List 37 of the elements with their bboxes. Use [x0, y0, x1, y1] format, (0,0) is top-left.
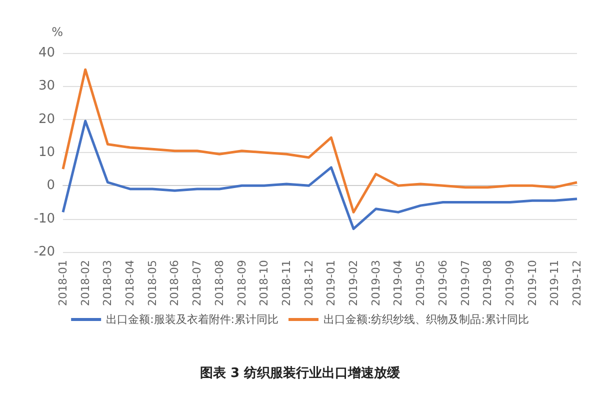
- x-tick-label: 2018-11: [280, 260, 293, 306]
- x-tick-label: 2019-12: [570, 260, 584, 306]
- y-tick-label: 40: [38, 46, 55, 60]
- x-tick-label: 2019-06: [436, 260, 450, 306]
- x-tick-label: 2018-10: [258, 260, 271, 306]
- x-tick-label: 2019-11: [548, 260, 562, 306]
- x-tick-label: 2019-08: [481, 260, 494, 306]
- text: 图表 3 纺织服装行业出口增速放缓: [200, 365, 402, 381]
- x-tick-label: 2019-03: [369, 260, 382, 306]
- x-tick-label: 2018-08: [212, 260, 226, 306]
- legend-label: 出口金额:服装及衣着附件:累计同比: [106, 313, 279, 326]
- x-tick-label: 2019-05: [414, 260, 428, 306]
- x-tick-label: 2018-02: [78, 260, 92, 306]
- line-series: [62, 120, 578, 230]
- x-tick-label: 2019-02: [347, 260, 360, 306]
- x-tick-label: 2019-10: [526, 260, 539, 306]
- x-tick-label: 2018-09: [235, 260, 248, 306]
- x-tick-label: 2018-01: [56, 260, 70, 306]
- y-tick-label: 0: [46, 178, 55, 194]
- x-tick-label: 2019-09: [503, 260, 516, 306]
- y-tick-label: -20: [34, 244, 55, 260]
- y-tick-label: 20: [38, 112, 55, 127]
- y-tick-label: 10: [38, 145, 55, 160]
- x-tick-label: 2018-05: [146, 260, 159, 306]
- x-tick-label: 2019-07: [458, 260, 472, 306]
- x-tick-label: 2018-04: [124, 260, 137, 306]
- y-tick-label: -10: [34, 211, 55, 226]
- x-tick-label: 2018-07: [190, 260, 204, 306]
- x-tick-label: 2019-01: [324, 260, 338, 306]
- y-axis-title: %: [52, 25, 63, 39]
- line-series: [62, 68, 578, 214]
- legend-label: 出口金额:纺织纱线、织物及制品:累计同比: [324, 313, 529, 326]
- x-tick-label: 2019-04: [392, 260, 405, 306]
- y-tick-label: 30: [38, 78, 55, 94]
- x-tick-label: 2018-06: [168, 260, 182, 306]
- x-tick-label: 2018-12: [302, 260, 316, 306]
- x-tick-label: 2018-03: [101, 260, 114, 306]
